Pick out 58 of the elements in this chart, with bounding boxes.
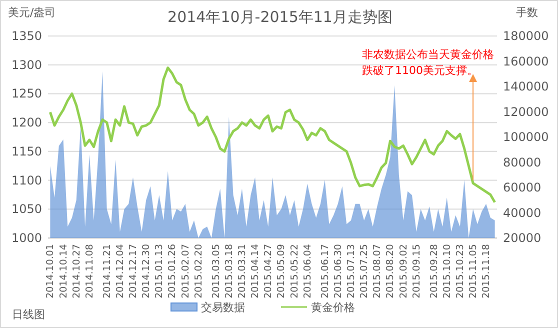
y2-tick-label: 100000 [503,130,549,144]
legend-label: 黄金价格 [311,301,355,314]
x-tick-label: 2015.08.20 [385,244,396,298]
y2-tick-label: 20000 [503,231,542,245]
x-tick-label: 2015.06.04 [302,244,314,298]
x-tick-label: 2015.09.28 [428,244,440,298]
y-axis-title: 美元/盎司 [8,6,56,19]
x-tick-label: 2014.10.14 [58,244,70,298]
y-tick-label: 1200 [11,116,42,130]
y-tick-label: 1250 [11,86,42,101]
x-tick-label: 2015.04.14 [250,244,262,298]
x-tick-label: 2015.05.22 [289,244,300,298]
x-tick-label: 2014.12.30 [141,244,152,298]
chart-title: 2014年10月-2015年11月走势图 [168,8,392,26]
x-tick-label: 2015.01.26 [167,244,178,298]
y-tick-label: 1300 [11,58,42,72]
y2-axis-title: 手数 [516,6,538,19]
x-tick-label: 2015.01.13 [154,244,166,298]
line-series [48,66,496,204]
x-tick-label: 2014.10.01 [45,244,56,298]
y-tick-label: 1150 [11,144,42,158]
y-tick-label: 1350 [11,29,42,43]
y2-tick-label: 160000 [503,54,549,68]
y2-tick-label: 40000 [503,206,542,220]
y-tick-label: 1100 [11,173,42,188]
y-tick-label: 1050 [11,202,42,216]
x-tick-label: 2015.04.27 [263,244,274,298]
x-tick-label: 2014.12.17 [128,244,140,298]
annotation: 非农数据公布当天黄金价格跌破了1100美元支撑。 [362,48,494,77]
x-tick-label: 2015.02.20 [193,244,204,298]
x-tick-label: 2015.03.05 [210,244,222,298]
x-tick-label: 2014.11.08 [84,244,96,298]
x-tick-label: 2014.10.27 [71,244,82,298]
x-tick-label: 2015.07.13 [346,244,357,298]
legend-label: 交易数据 [201,301,245,314]
y2-tick-label: 60000 [503,180,542,194]
x-tick-label: 2015.05.09 [276,244,288,298]
x-tick-label: 2015.07.25 [359,244,370,298]
x-tick-label: 2015.10.23 [454,244,466,298]
x-tick-label: 2015.08.07 [372,244,384,298]
x-tick-label: 2015.11.18 [481,244,492,298]
x-tick-label: 2015.03.31 [236,244,248,298]
y2-tick-label: 180000 [503,29,549,43]
x-tick-label: 2015.02.07 [180,244,192,298]
x-tick-label: 2015.10.10 [442,244,453,298]
x-tick-label: 2015.06.30 [332,244,344,298]
text: 日线图 [12,308,45,321]
y2-tick-label: 80000 [503,155,542,170]
x-tick-label: 2015.06.17 [320,244,331,298]
x-tick-label: 2014.11.21 [102,244,113,298]
y2-tick-label: 140000 [503,80,549,94]
y-tick-label: 1000 [11,231,42,245]
y2-tick-label: 120000 [503,104,549,119]
x-tick-label: 2015.09.15 [411,244,422,298]
x-tick-label: 2014.12.04 [114,244,126,298]
x-tick-label: 2015.09.02 [398,244,410,298]
x-tick-label: 2015.11.05 [468,244,480,298]
x-tick-label: 2015.03.18 [224,244,235,298]
